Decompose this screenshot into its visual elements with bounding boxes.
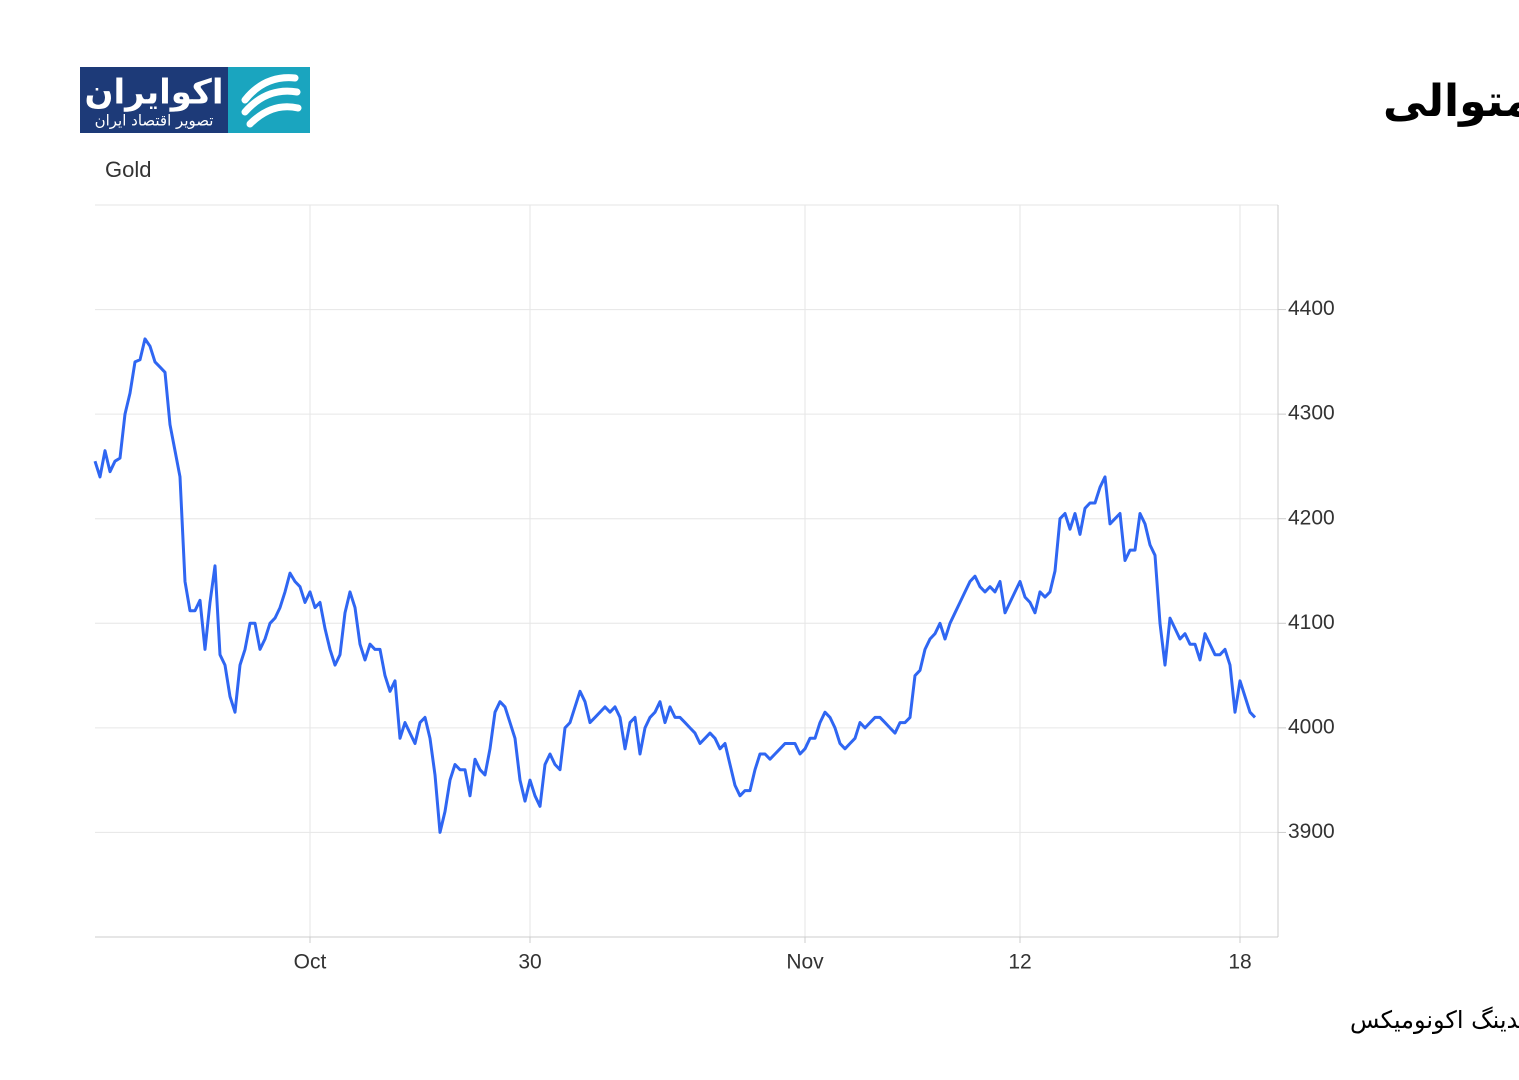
y-tick-label: 4300: [1288, 402, 1335, 425]
y-tick-label: 4200: [1288, 506, 1335, 529]
x-tick-label: Nov: [786, 951, 824, 974]
y-tick-label: 4100: [1288, 611, 1335, 634]
logo: اکوایران تصویر اقتصاد ایران: [80, 67, 310, 133]
brand-name: اکوایران: [85, 73, 224, 113]
logo-stripes: [241, 74, 302, 128]
y-tick-label: 3900: [1288, 820, 1335, 843]
x-tick-label: Oct: [294, 951, 327, 974]
price-line: [93, 337, 1257, 834]
x-tick-label: 30: [518, 951, 541, 974]
chart-title: ریزش طلای جهانی برای چهارمین روز متوالی: [1383, 76, 1519, 127]
brand-tagline: تصویر اقتصاد ایران: [95, 112, 214, 130]
x-tick-label: 12: [1008, 951, 1031, 974]
x-tick-label: 18: [1228, 951, 1251, 974]
logo-box: [80, 67, 228, 133]
y-tick-label: 4400: [1288, 297, 1335, 320]
y-tick-label: 4000: [1288, 715, 1335, 738]
y-axis-label: Gold: [105, 157, 151, 182]
source: منبع: تریدینگ اکونومیکس: [1350, 1006, 1519, 1034]
